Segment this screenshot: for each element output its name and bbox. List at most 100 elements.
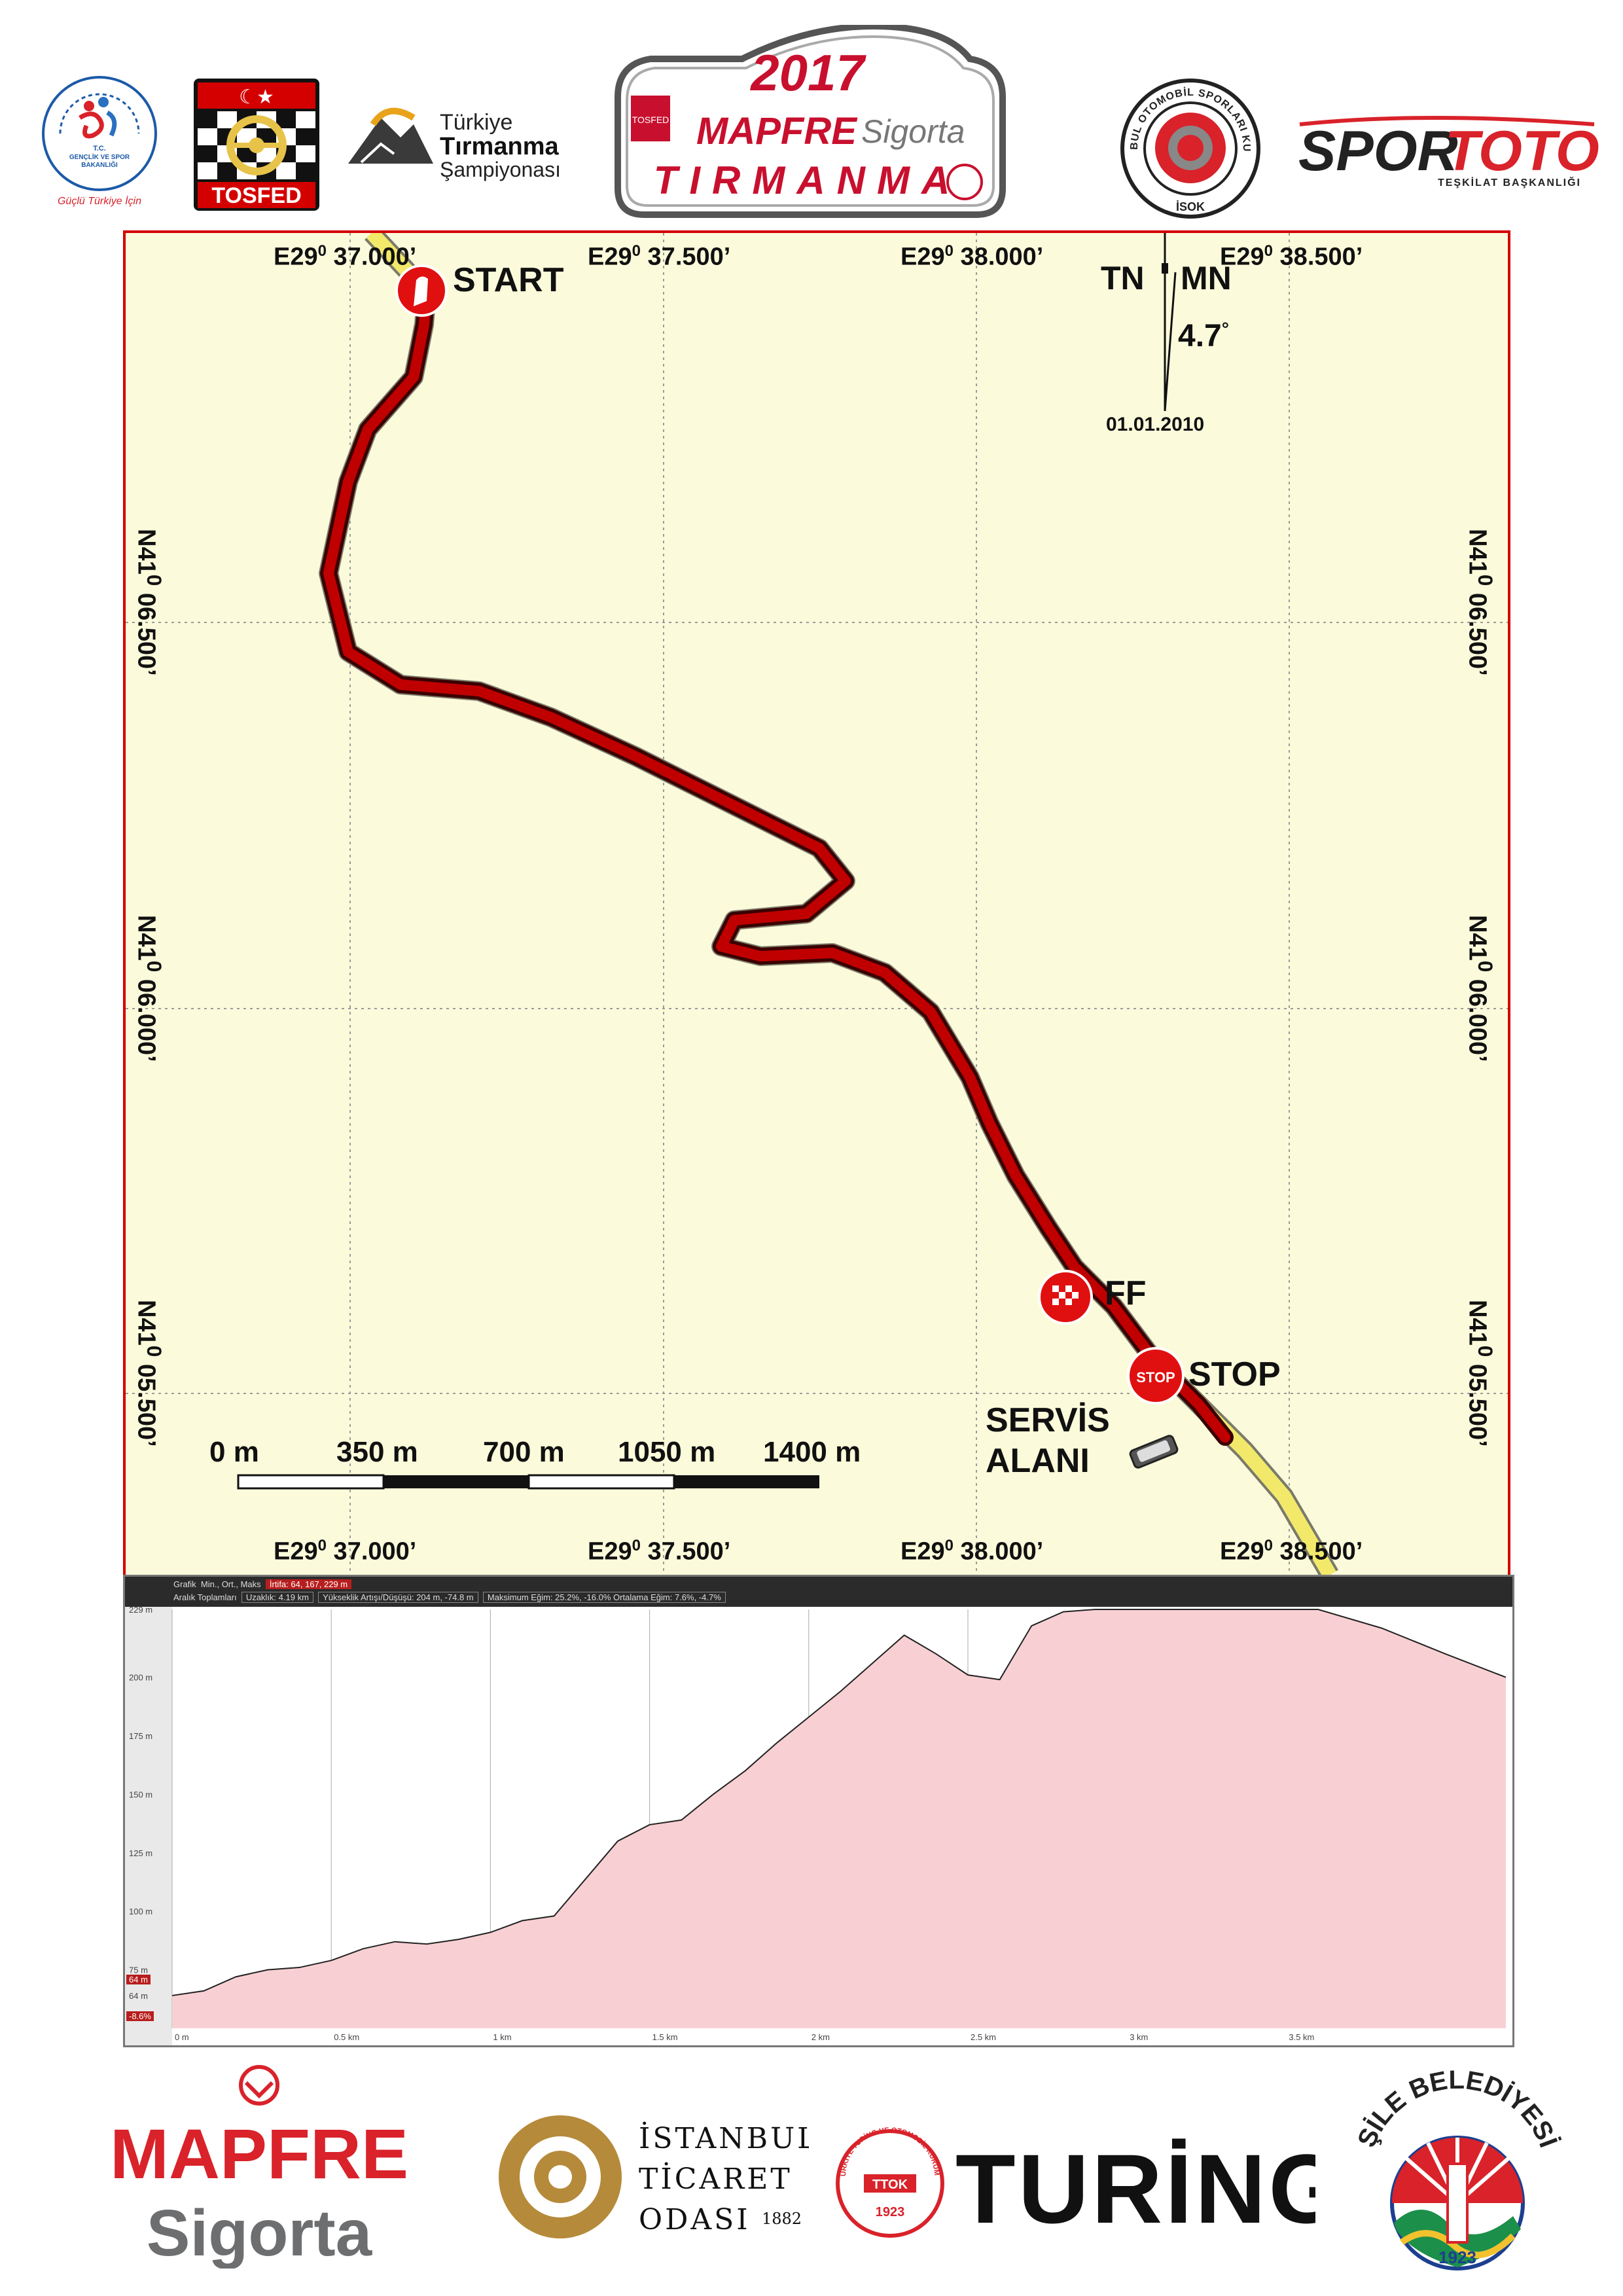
- bottom-coord-1: E290 37.000’: [274, 1537, 417, 1566]
- profile-x-tick: 3 km: [1130, 2032, 1148, 2042]
- elevation-profile: Grafik Min., Ort., Maks İrtifa: 64, 167,…: [123, 1575, 1514, 2047]
- gsb-logo: T.C. GENÇLİK VE SPOR BAKANLIĞI Güçlü Tür…: [42, 76, 157, 207]
- map-canvas: STOP: [126, 233, 1508, 1575]
- svg-text:☾★: ☾★: [239, 86, 274, 108]
- stop-marker: STOP: [1127, 1347, 1185, 1405]
- sportoto-a: SPOR: [1298, 120, 1458, 183]
- sile-belediyesi-logo: ŞİLE BELEDİYESİ 1923: [1352, 2066, 1563, 2270]
- stop-icon-text: STOP: [1136, 1369, 1175, 1386]
- profile-y-tick: 64 m: [129, 1991, 148, 2001]
- turing-text: TURİNG: [955, 2134, 1315, 2244]
- left-coord-3: N410 05.500’: [132, 1300, 166, 1447]
- right-coord-1: N410 06.500’: [1463, 529, 1497, 676]
- sile-year: 1923: [1438, 2248, 1476, 2267]
- declination-label: 4.7°: [1178, 319, 1229, 353]
- mapfre-text: MAPFRE: [110, 2114, 408, 2193]
- ito-line3: ODASI: [639, 2203, 751, 2236]
- plate-year: 2017: [749, 44, 866, 101]
- profile-y-axis-bg: [125, 1607, 172, 2045]
- ttok-badge-mid: TTOK: [872, 2178, 908, 2192]
- ttok-badge-year: 1923: [876, 2205, 905, 2219]
- profile-y-tick: 175 m: [129, 1731, 152, 1741]
- course-map: STOP E290 37.000’ E290 37.500’ E290 38.0…: [123, 230, 1510, 1577]
- mapfre-sigorta-logo: MAPFRE Sigorta: [110, 2065, 408, 2269]
- ito-year: 1882: [762, 2210, 802, 2228]
- right-coord-2: N410 06.000’: [1463, 915, 1497, 1062]
- stop-label: STOP: [1188, 1355, 1281, 1393]
- north-arrow: [1162, 233, 1177, 412]
- isok-logo: İSTANBUL OTOMOBİL SPORLARI KULÜBÜ İSOK: [1118, 76, 1260, 219]
- profile-x-tick: 0.5 km: [334, 2032, 359, 2042]
- scale-label-1: 350 m: [336, 1436, 418, 1468]
- profile-header: [125, 1577, 1512, 1607]
- profile-y-tick: 100 m: [129, 1907, 152, 1916]
- start-marker: [395, 264, 448, 317]
- gsb-line2: GENÇLİK VE SPOR: [69, 152, 130, 161]
- bottom-coord-2: E290 37.500’: [588, 1537, 731, 1566]
- profile-x-tick: 2.5 km: [971, 2032, 996, 2042]
- gsb-tagline: Güçlü Türkiye İçin: [58, 194, 141, 207]
- left-coord-2: N410 06.000’: [132, 915, 166, 1062]
- tosfed-logo: ☾★ TOSFED: [194, 79, 319, 211]
- tosfed-text: TOSFED: [211, 183, 301, 208]
- tirmanma-sampiyonasi-logo: Türkiye Tırmanma Şampiyonası: [348, 107, 561, 181]
- sigorta-text: Sigorta: [147, 2197, 373, 2269]
- top-coord-4: E290 38.500’: [1220, 242, 1363, 271]
- profile-x-tick: 1 km: [493, 2032, 511, 2042]
- profile-y-tick: 75 m: [129, 1965, 148, 1975]
- spor-toto-logo: SPOR TOTO TEŞKİLAT BAŞKANLIĞI: [1298, 116, 1599, 188]
- right-coord-3: N410 05.500’: [1463, 1300, 1497, 1447]
- ff-label: FF: [1105, 1274, 1147, 1312]
- turing-logo: TÜRKİYE TURİNG VE OTOMOBİL KURUMU TTOK 1…: [831, 2118, 1315, 2244]
- profile-x-tick: 2 km: [812, 2032, 830, 2042]
- sportoto-sub: TEŞKİLAT BAŞKANLIĞI: [1438, 176, 1581, 188]
- left-coord-1: N410 06.500’: [132, 529, 166, 676]
- tirmanma-line3: Şampiyonası: [440, 158, 561, 181]
- gsb-line1: T.C.: [93, 145, 106, 152]
- bottom-coord-4: E290 38.500’: [1220, 1537, 1363, 1566]
- scale-label-2: 700 m: [483, 1436, 565, 1468]
- tirmanma-line2: Tırmanma: [440, 133, 559, 160]
- scale-label-4: 1400 m: [763, 1436, 861, 1468]
- profile-x-tick: 3.5 km: [1289, 2032, 1314, 2042]
- scale-bar: [237, 1474, 819, 1490]
- service-area-label-1: SERVİS: [986, 1401, 1110, 1439]
- gsb-line3: BAKANLIĞI: [81, 160, 118, 169]
- profile-x-tick: 1.5 km: [652, 2032, 678, 2042]
- ito-line1: İSTANBUL: [639, 2121, 809, 2155]
- plate-event: TIRMANMA: [654, 158, 962, 202]
- scale-label-3: 1050 m: [618, 1436, 716, 1468]
- north-tn-label: TN: [1101, 260, 1145, 296]
- sportoto-b: TOTO: [1445, 120, 1599, 183]
- scale-label-0: 0 m: [209, 1436, 259, 1468]
- profile-y-tick: 125 m: [129, 1848, 152, 1858]
- profile-x-tick: 0 m: [175, 2032, 189, 2042]
- bottom-coord-3: E290 38.000’: [901, 1537, 1044, 1566]
- svg-text:TOSFED: TOSFED: [632, 115, 669, 125]
- profile-badge-grade: -8.6%: [126, 2011, 154, 2021]
- profile-header-row2: Aralık Toplamları Uzaklık: 4.19 km Yükse…: [173, 1592, 726, 1603]
- profile-line: [171, 1609, 1507, 1996]
- istanbul-ticaret-odasi-logo: İSTANBUL TİCARET ODASI 1882: [499, 2115, 809, 2238]
- profile-header-row1: Grafik Min., Ort., Maks İrtifa: 64, 167,…: [173, 1579, 352, 1589]
- plate-brand2: Sigorta: [861, 113, 965, 150]
- profile-area-fill: [172, 1609, 1506, 2028]
- ito-line2: TİCARET: [639, 2161, 793, 2196]
- route-line: [320, 285, 1234, 1446]
- profile-badge-start: 64 m: [126, 1975, 151, 1984]
- event-plate: 2017 TOSFED MAPFRE Sigorta TIRMANMA: [615, 25, 1006, 218]
- profile-y-tick: 200 m: [129, 1673, 152, 1683]
- profile-y-tick: 150 m: [129, 1789, 152, 1799]
- flying-finish-marker: [1038, 1270, 1093, 1325]
- declination-date: 01.01.2010: [1106, 414, 1205, 435]
- top-coord-3: E290 38.000’: [901, 242, 1044, 271]
- profile-y-tick: 229 m: [129, 1605, 152, 1615]
- plate-brand: MAPFRE: [696, 110, 858, 152]
- service-area-label-2: ALANI: [986, 1442, 1090, 1480]
- top-coord-1: E290 37.000’: [274, 242, 417, 271]
- start-label: START: [453, 261, 564, 299]
- tirmanma-line1: Türkiye: [440, 110, 512, 135]
- isok-bottom: İSOK: [1176, 200, 1205, 213]
- north-mn-label: MN: [1181, 260, 1232, 296]
